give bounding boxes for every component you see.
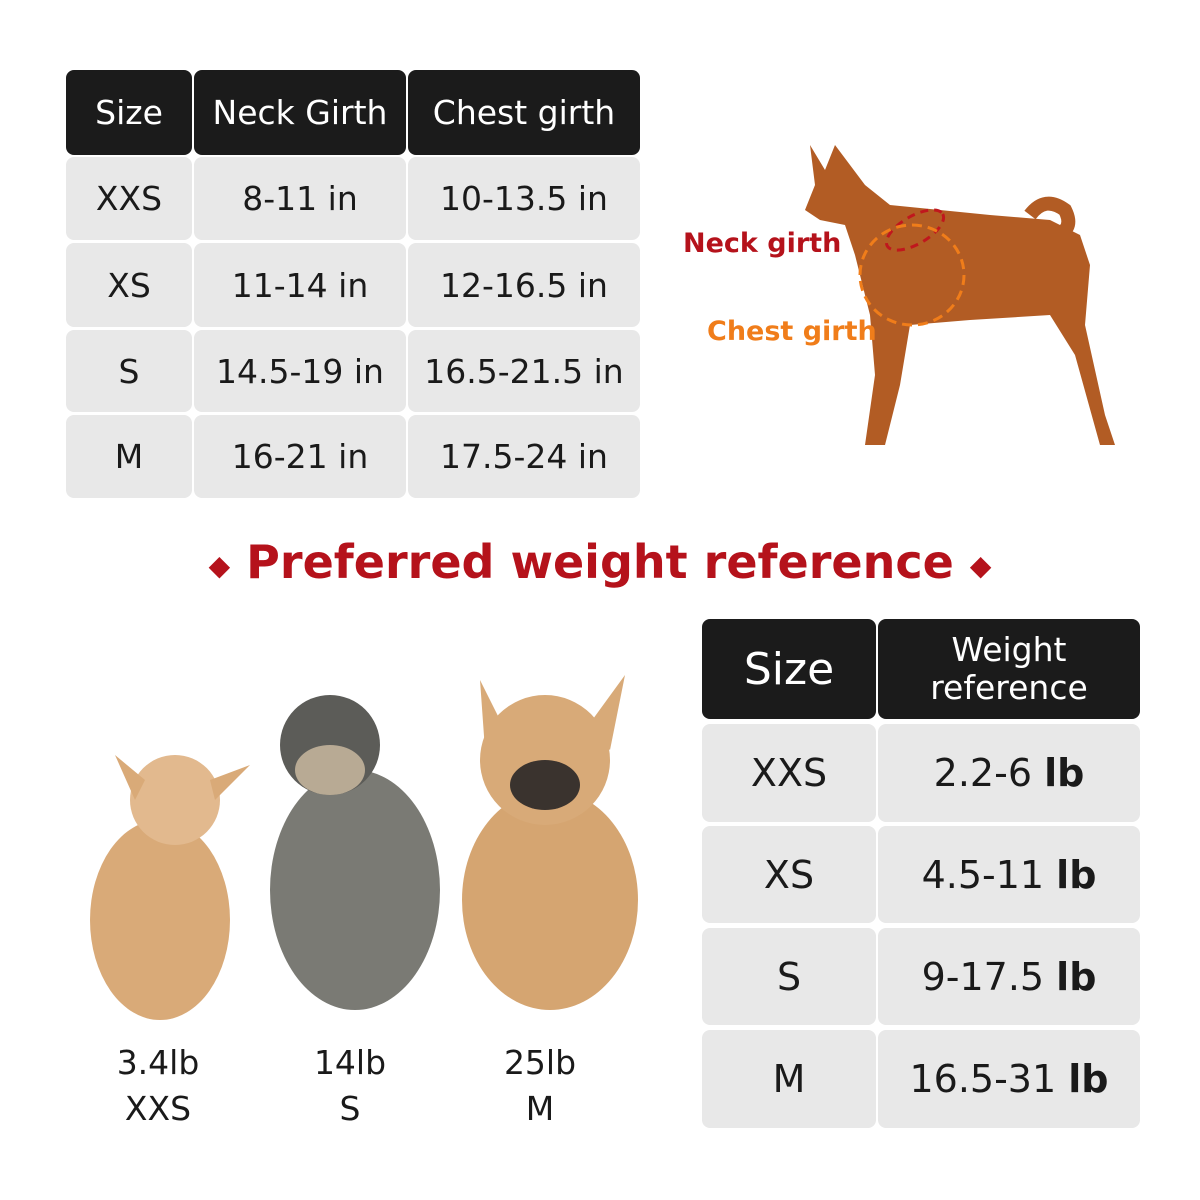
weight-unit: lb xyxy=(1056,954,1097,999)
section-title-text: Preferred weight reference xyxy=(246,535,954,589)
diamond-icon: ◆ xyxy=(969,549,992,582)
dog-size: S xyxy=(339,1089,361,1128)
neck-girth-label: Neck girth xyxy=(683,228,842,259)
section-title: ◆ Preferred weight reference ◆ xyxy=(0,535,1200,589)
schnauzer-photo xyxy=(270,695,440,1010)
table-cell: 14.5-19 in xyxy=(194,330,406,412)
weight-unit: lb xyxy=(1044,751,1085,795)
dog-size: M xyxy=(525,1089,555,1128)
table-cell: M xyxy=(702,1030,876,1128)
table-cell: 17.5-24 in xyxy=(408,415,640,498)
weight-unit: lb xyxy=(1068,1057,1109,1101)
table-cell: XXS xyxy=(66,157,192,240)
weight-cell: 16.5-31 lb xyxy=(878,1030,1140,1128)
table-cell: 16-21 in xyxy=(194,415,406,498)
dog-caption: 14lb S xyxy=(270,1040,430,1132)
table-cell: 16.5-21.5 in xyxy=(408,330,640,412)
dog-caption: 25lb M xyxy=(460,1040,620,1132)
weight-range: 9-17.5 xyxy=(921,954,1045,999)
dog-weight: 3.4lb xyxy=(116,1043,200,1082)
weight-range: 2.2-6 xyxy=(933,751,1032,795)
table-cell: XS xyxy=(66,243,192,327)
table-cell: 8-11 in xyxy=(194,157,406,240)
table-cell: 12-16.5 in xyxy=(408,243,640,327)
table-cell: S xyxy=(66,330,192,412)
french-bulldog-photo xyxy=(462,675,638,1010)
weight-range: 16.5-31 xyxy=(909,1057,1057,1101)
table-cell: XXS xyxy=(702,724,876,822)
dog-weight: 25lb xyxy=(503,1043,577,1082)
weight-cell: 9-17.5 lb xyxy=(878,928,1140,1025)
weight-range: 4.5-11 xyxy=(921,852,1045,897)
column-header: Size xyxy=(702,619,876,719)
diamond-icon: ◆ xyxy=(208,549,231,582)
column-header: Chest girth xyxy=(408,70,640,155)
column-header: Weight reference xyxy=(878,619,1140,719)
dog-measurement-illustration xyxy=(805,145,1115,445)
dog-photos xyxy=(90,675,638,1020)
table-cell: XS xyxy=(702,826,876,923)
dog-weight: 14lb xyxy=(313,1043,387,1082)
weight-cell: 2.2-6 lb xyxy=(878,724,1140,822)
dog-caption: 3.4lb XXS xyxy=(78,1040,238,1132)
weight-cell: 4.5-11 lb xyxy=(878,826,1140,923)
table-cell: 11-14 in xyxy=(194,243,406,327)
table-cell: M xyxy=(66,415,192,498)
chest-girth-label: Chest girth xyxy=(707,316,877,347)
column-header: Neck Girth xyxy=(194,70,406,155)
table-cell: S xyxy=(702,928,876,1025)
dog-size: XXS xyxy=(124,1089,192,1128)
weight-unit: lb xyxy=(1056,852,1097,897)
chihuahua-photo xyxy=(90,755,250,1020)
column-header: Size xyxy=(66,70,192,155)
table-cell: 10-13.5 in xyxy=(408,157,640,240)
